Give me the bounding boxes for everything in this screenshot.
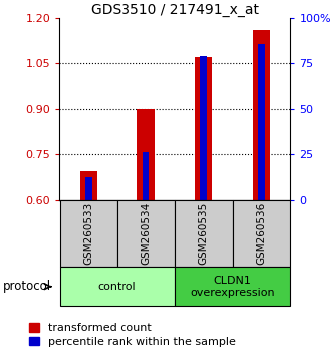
Text: GSM260534: GSM260534 [141,202,151,265]
Bar [195,57,213,200]
Bar [200,56,207,200]
Bar [80,171,97,200]
Text: control: control [98,282,137,292]
Bar [117,200,175,267]
Bar [233,200,290,267]
Bar [59,267,175,306]
Bar [258,44,265,200]
Bar [175,200,233,267]
Bar [143,152,149,200]
Text: GSM260536: GSM260536 [256,202,267,265]
Text: CLDN1
overexpression: CLDN1 overexpression [190,276,275,298]
Text: protocol: protocol [3,280,51,293]
Bar [253,30,270,200]
Title: GDS3510 / 217491_x_at: GDS3510 / 217491_x_at [91,3,259,17]
Bar [85,177,92,200]
Text: GSM260533: GSM260533 [83,202,93,265]
Bar [137,109,155,200]
Legend: transformed count, percentile rank within the sample: transformed count, percentile rank withi… [29,323,235,347]
Bar [175,267,290,306]
Text: GSM260535: GSM260535 [199,202,209,265]
Bar [59,200,117,267]
